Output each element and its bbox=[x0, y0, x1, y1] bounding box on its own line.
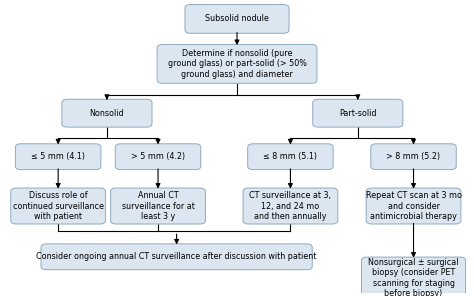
Text: Nonsolid: Nonsolid bbox=[90, 109, 124, 118]
FancyBboxPatch shape bbox=[115, 144, 201, 170]
Text: Determine if nonsolid (pure
ground glass) or part-solid (> 50%
ground glass) and: Determine if nonsolid (pure ground glass… bbox=[167, 49, 307, 79]
FancyBboxPatch shape bbox=[110, 188, 205, 224]
Text: Discuss role of
continued surveillance
with patient: Discuss role of continued surveillance w… bbox=[13, 191, 104, 221]
FancyBboxPatch shape bbox=[313, 99, 403, 127]
FancyBboxPatch shape bbox=[362, 257, 465, 296]
Text: Annual CT
surveillance for at
least 3 y: Annual CT surveillance for at least 3 y bbox=[122, 191, 194, 221]
FancyBboxPatch shape bbox=[185, 4, 289, 33]
FancyBboxPatch shape bbox=[371, 144, 456, 170]
FancyBboxPatch shape bbox=[41, 244, 312, 270]
Text: ≤ 8 mm (5.1): ≤ 8 mm (5.1) bbox=[264, 152, 318, 161]
Text: > 5 mm (4.2): > 5 mm (4.2) bbox=[131, 152, 185, 161]
Text: Subsolid nodule: Subsolid nodule bbox=[205, 15, 269, 23]
FancyBboxPatch shape bbox=[248, 144, 333, 170]
FancyBboxPatch shape bbox=[243, 188, 338, 224]
FancyBboxPatch shape bbox=[157, 44, 317, 83]
Text: Repeat CT scan at 3 mo
and consider
antimicrobial therapy: Repeat CT scan at 3 mo and consider anti… bbox=[365, 191, 462, 221]
Text: > 8 mm (5.2): > 8 mm (5.2) bbox=[386, 152, 440, 161]
FancyBboxPatch shape bbox=[16, 144, 101, 170]
Text: Part-solid: Part-solid bbox=[339, 109, 376, 118]
Text: Consider ongoing annual CT surveillance after discussion with patient: Consider ongoing annual CT surveillance … bbox=[36, 252, 317, 261]
FancyBboxPatch shape bbox=[11, 188, 106, 224]
Text: Nonsurgical ± surgical
biopsy (consider PET
scanning for staging
before biopsy): Nonsurgical ± surgical biopsy (consider … bbox=[368, 258, 459, 296]
Text: CT surveillance at 3,
12, and 24 mo
and then annually: CT surveillance at 3, 12, and 24 mo and … bbox=[249, 191, 331, 221]
FancyBboxPatch shape bbox=[366, 188, 461, 224]
FancyBboxPatch shape bbox=[62, 99, 152, 127]
Text: ≤ 5 mm (4.1): ≤ 5 mm (4.1) bbox=[31, 152, 85, 161]
